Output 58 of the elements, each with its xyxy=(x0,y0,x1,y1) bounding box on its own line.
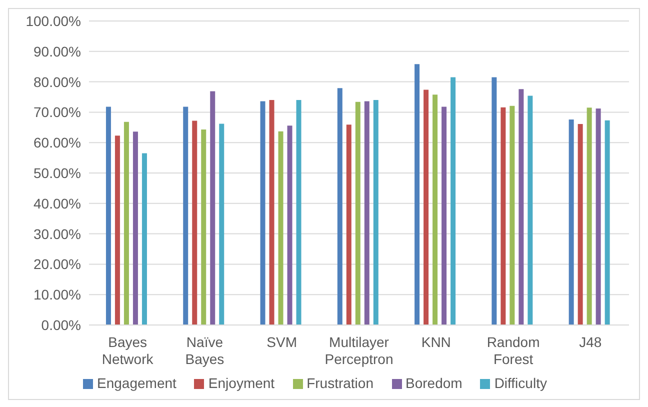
bar xyxy=(364,101,370,325)
bar xyxy=(183,106,188,325)
bar xyxy=(219,124,224,325)
bar xyxy=(568,119,574,325)
bar xyxy=(414,64,420,325)
x-tick-label: Bayes Network xyxy=(102,334,154,367)
bar xyxy=(260,101,266,325)
bar xyxy=(269,100,274,325)
x-tick-label: SVM xyxy=(266,334,298,350)
y-tick-label: 100.00% xyxy=(26,12,81,29)
bar xyxy=(528,96,533,325)
bar xyxy=(132,132,138,325)
bar xyxy=(210,91,216,325)
bar xyxy=(114,136,120,325)
bar xyxy=(373,100,378,325)
bar xyxy=(450,77,456,325)
legend-label: Engagement xyxy=(97,375,176,391)
bar xyxy=(586,108,592,325)
y-tick-label: 70.00% xyxy=(34,104,81,120)
bar xyxy=(355,102,360,325)
bar xyxy=(337,88,342,325)
y-tick-label: 90.00% xyxy=(34,43,81,60)
bar xyxy=(201,130,206,325)
y-tick-label: 30.00% xyxy=(34,226,81,242)
y-tick-label: 0.00% xyxy=(41,316,81,333)
bar xyxy=(442,106,447,325)
bar xyxy=(142,153,147,325)
bar xyxy=(278,131,284,325)
x-tick-label: Random Forest xyxy=(486,334,540,367)
bar xyxy=(604,120,610,325)
bar xyxy=(432,94,438,325)
y-tick-label: 60.00% xyxy=(34,134,81,151)
bar xyxy=(346,124,352,325)
bar xyxy=(106,106,111,325)
bar xyxy=(424,90,429,325)
y-tick-label: 40.00% xyxy=(34,195,81,212)
x-tick-label: J48 xyxy=(579,334,602,350)
legend-label: Difficulty xyxy=(494,375,547,391)
x-tick-label: Multilayer Perceptron xyxy=(324,334,394,367)
bar xyxy=(500,107,506,325)
legend-label: Frustration xyxy=(306,375,374,391)
y-tick-label: 20.00% xyxy=(34,256,81,272)
bar xyxy=(518,89,524,325)
x-tick-label: Naïve Bayes xyxy=(185,334,224,367)
bar xyxy=(510,106,515,325)
bar xyxy=(124,122,129,325)
bar xyxy=(578,124,583,325)
y-tick-label: 50.00% xyxy=(34,164,81,181)
bar xyxy=(296,100,302,325)
legend-label: Boredom xyxy=(406,375,462,391)
bar xyxy=(192,120,198,325)
bar xyxy=(596,108,601,325)
legend-label: Enjoyment xyxy=(208,375,275,391)
bar xyxy=(492,77,497,325)
y-tick-label: 10.00% xyxy=(34,286,81,303)
x-tick-label: KNN xyxy=(421,334,451,350)
bar xyxy=(287,126,292,325)
y-tick-label: 80.00% xyxy=(34,74,81,90)
